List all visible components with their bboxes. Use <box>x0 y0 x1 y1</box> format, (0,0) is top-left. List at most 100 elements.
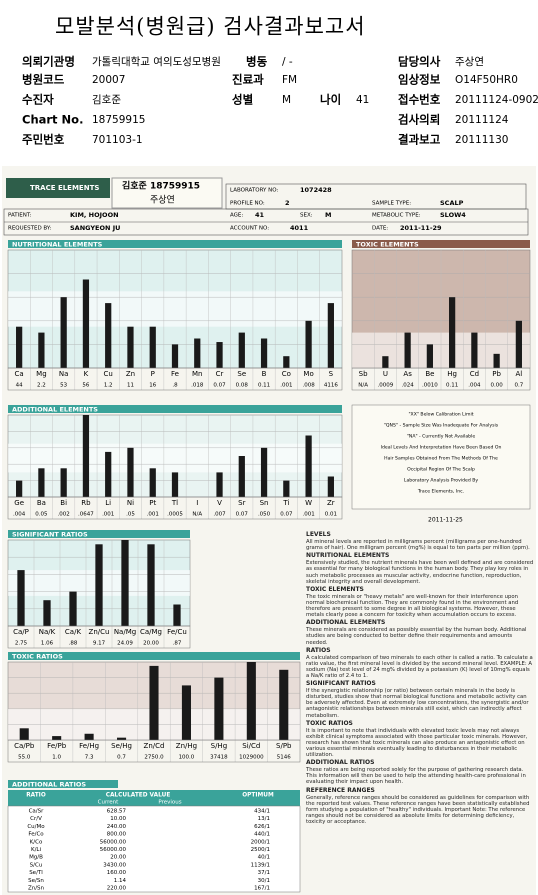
legend-line: "QNS" - Sample Size Was Inadequate For A… <box>384 423 499 429</box>
element-label: Na/Mg <box>114 628 136 636</box>
bar <box>149 468 156 497</box>
field-value: KIM, HOJOON <box>70 211 119 219</box>
note-heading: TOXIC ELEMENTS <box>306 585 364 593</box>
section-title-bar <box>8 240 342 248</box>
element-label: Zn <box>126 370 135 378</box>
element-value: 1.06 <box>41 641 54 647</box>
ratio-name: Fe/Co <box>28 832 44 838</box>
ratio-current: 628.57 <box>107 809 127 815</box>
element-label: B <box>262 370 267 378</box>
field-label: LABORATORY NO: <box>230 188 279 194</box>
element-label: S <box>329 370 334 378</box>
info-value: 가톨릭대학교 여의도성모병원 <box>92 56 221 68</box>
field-label: ACCOUNT NO: <box>230 226 269 232</box>
ratio-name: S/Cu <box>30 862 43 868</box>
legend-line: Trace Elements, Inc. <box>417 489 464 495</box>
element-value: 9.17 <box>93 641 106 647</box>
element-value: 0.00 <box>491 383 504 389</box>
element-value: 0.07 <box>280 512 293 518</box>
logo-box <box>6 178 110 198</box>
field-value: M <box>325 211 331 219</box>
element-value: 0.7 <box>515 383 524 389</box>
ratio-name: Se/Sn <box>28 878 44 884</box>
legend-line: "XX" Below Calibration Limit <box>408 412 473 418</box>
element-value: .001 <box>302 512 314 518</box>
bar <box>147 544 155 626</box>
element-label: Na <box>59 370 69 378</box>
stamp: 김호준 18759915 <box>122 180 200 192</box>
bar <box>171 344 179 368</box>
element-value: 44 <box>16 383 23 389</box>
element-value: 0.07 <box>236 512 249 518</box>
info-value: 20111130 <box>455 134 508 146</box>
note-heading: LEVELS <box>306 531 331 538</box>
element-label: Cu <box>104 370 113 378</box>
element-value: .8 <box>172 383 178 389</box>
info-value: FM <box>282 74 297 86</box>
bar <box>214 677 224 740</box>
section-title-bar <box>8 530 190 538</box>
bar <box>127 447 134 497</box>
bar <box>260 338 268 368</box>
ratio-optimum: 30/1 <box>258 878 270 884</box>
bar <box>283 356 290 368</box>
element-value: 0.08 <box>236 383 249 389</box>
element-label: Ca/K <box>65 628 82 636</box>
table-subheader: Previous <box>158 800 181 806</box>
info-value: O14F50HR0 <box>455 74 518 86</box>
element-value: 0.11 <box>258 383 270 389</box>
note-heading: SIGNIFICANT RATIOS <box>306 680 376 688</box>
element-label: Sn <box>260 499 269 507</box>
element-label: S/Pb <box>276 742 292 750</box>
element-value: 0.11 <box>446 383 458 389</box>
section-title: ADDITIONAL RATIOS <box>12 781 86 789</box>
ratio-current: 3430.00 <box>103 862 126 868</box>
bar <box>84 733 94 740</box>
section-title: TOXIC RATIOS <box>12 653 63 661</box>
section-title: NUTRITIONAL ELEMENTS <box>12 241 103 249</box>
bar <box>69 591 77 626</box>
element-value: 24.09 <box>117 641 133 647</box>
section-title-bar <box>8 780 118 788</box>
normal-band <box>8 291 342 327</box>
element-value: 1029000 <box>239 755 264 761</box>
ratio-current: 220.00 <box>107 886 127 892</box>
element-value: .87 <box>173 641 182 647</box>
element-value: .024 <box>402 383 415 389</box>
element-value: 2.75 <box>15 641 28 647</box>
note-text: Extensively studied, the nutrient minera… <box>306 560 534 585</box>
note-text: Generally, reference ranges should be co… <box>306 794 530 826</box>
info-value: 41 <box>356 94 369 106</box>
ratio-current: 1.14 <box>114 878 127 884</box>
notes: LEVELS All mineral levels are reported in… <box>306 530 534 892</box>
bar <box>305 320 312 368</box>
bar <box>149 326 156 368</box>
note-heading: ADDITIONAL RATIOS <box>306 759 375 767</box>
bar <box>216 472 223 497</box>
ratio-current: 20.00 <box>110 855 126 861</box>
info-value: 18759915 <box>92 114 145 126</box>
element-label: Pb <box>492 370 501 378</box>
element-label: Co <box>282 370 291 378</box>
element-label: Ni <box>127 499 134 507</box>
ratio-optimum: 40/1 <box>258 855 270 861</box>
bar <box>95 544 103 626</box>
value-box <box>351 367 531 391</box>
element-label: Na/K <box>39 628 56 636</box>
bar <box>238 332 245 368</box>
field-label: AGE: <box>230 213 243 219</box>
element-label: Al <box>516 370 523 378</box>
field-value: SLOW4 <box>440 211 466 219</box>
element-label: Tl <box>171 499 178 507</box>
element-value: .88 <box>69 641 78 647</box>
legend-line: Hair Samples Obtained From The Methods O… <box>384 456 498 462</box>
info-label: 주민번호 <box>22 133 65 147</box>
element-value: 1.0 <box>52 755 61 761</box>
ratio-current: 800.00 <box>107 832 127 838</box>
element-label: Ca/P <box>13 628 29 636</box>
bar <box>305 435 312 497</box>
table-header-text: RATIO <box>26 793 46 799</box>
element-label: Cd <box>470 370 479 378</box>
element-value: .004 <box>468 383 481 389</box>
element-value: 53 <box>60 383 67 389</box>
